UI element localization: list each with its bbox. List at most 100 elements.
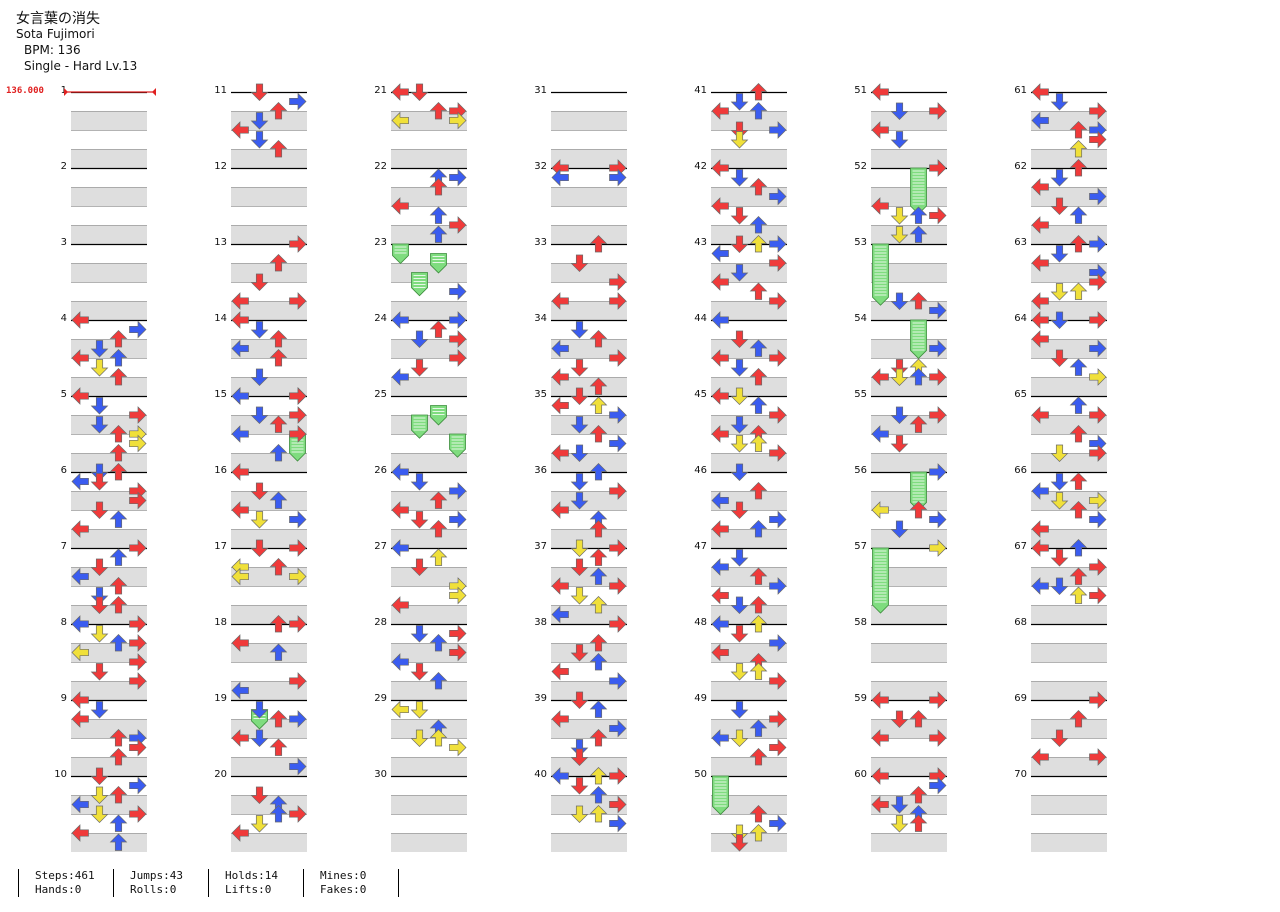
note-arrow-right [129,776,147,795]
note-arrow-left [711,558,729,576]
note-arrow-down [730,131,749,149]
measure-52: 52 [854,161,947,244]
note-arrow-down [250,273,269,291]
note-arrow-up [429,225,448,243]
note-arrow-up [589,463,608,481]
note-arrow-right [769,121,787,139]
note-arrow-up [269,444,288,462]
note-arrow-down [890,292,909,310]
measure-68: 68 [1014,617,1107,700]
measure-number: 62 [1014,161,1027,172]
hold-note [872,547,889,614]
note-arrow-down [730,121,749,139]
note-arrow-down [250,368,269,386]
note-arrow-left [1031,311,1049,329]
note-arrow-right [289,406,307,424]
note-arrow-up [269,805,288,823]
note-arrow-down [730,207,749,225]
note-arrow-up [1069,710,1088,728]
note-arrow-right [609,482,627,500]
note-arrow-right [129,653,147,671]
note-arrow-left [391,539,409,557]
note-arrow-down [250,815,269,833]
note-arrow-left [1031,178,1049,196]
note-arrow-down [250,701,269,719]
lifts-count: Lifts:0 [225,883,272,896]
note-arrow-right [449,111,467,130]
note-arrow-down [730,729,749,747]
hold-note [712,775,729,815]
measure-42: 42 [694,161,787,244]
note-arrow-down [90,625,109,643]
measure-64: 64 [1014,313,1107,396]
note-arrow-down [730,596,749,614]
note-arrow-left [871,425,889,443]
note-arrow-up [749,748,768,766]
note-arrow-up [749,805,768,823]
note-arrow-left [711,586,729,605]
note-arrow-left [71,643,89,662]
measure-7: 7 [61,541,147,624]
measure-11: 11 [214,85,307,168]
chart-difficulty: Single - Hard Lv.13 [24,59,138,73]
note-arrow-down [730,387,749,405]
measure-number: 29 [374,693,387,704]
note-arrow-up [749,178,768,196]
note-arrow-right [289,805,307,823]
note-arrow-up [749,396,768,414]
measure-30: 30 [374,769,467,852]
hold-note [910,167,927,215]
note-arrow-up [749,520,768,538]
note-arrow-down [1050,311,1069,329]
measure-number: 42 [694,161,707,172]
measure-number: 56 [854,465,867,476]
measure-number: 40 [534,769,547,780]
measure-number: 10 [54,769,67,780]
note-arrow-right [769,510,787,529]
note-arrow-up [269,349,288,367]
note-arrow-down [410,701,429,719]
note-arrow-down [730,834,749,852]
note-arrow-right [769,292,787,310]
note-arrow-left [231,681,249,700]
note-arrow-left [231,824,249,842]
note-arrow-up [429,634,448,652]
note-arrow-up [749,434,768,452]
measure-number: 68 [1014,617,1027,628]
measure-number: 27 [374,541,387,552]
note-arrow-down [410,729,429,747]
note-arrow-right [449,586,467,605]
note-arrow-right [769,235,787,253]
note-arrow-right [129,539,147,557]
note-arrow-right [929,463,947,481]
note-arrow-down [730,701,749,719]
steps-count: Steps:461 [35,869,95,882]
note-arrow-up [749,235,768,253]
note-arrow-right [289,425,307,443]
note-arrow-up [589,805,608,823]
note-arrow-right [769,444,787,462]
note-arrow-up [109,729,128,747]
note-arrow-up [109,463,128,481]
measure-number: 14 [214,313,227,324]
note-arrow-right [769,672,787,690]
measure-2: 2 [61,161,147,244]
note-arrow-right [449,510,467,529]
note-arrow-down [730,330,749,348]
measure-number: 49 [694,693,707,704]
measure-number: 33 [534,237,547,248]
note-arrow-right [129,672,147,690]
measure-number: 38 [534,617,547,628]
note-arrow-up [909,501,928,519]
note-arrow-down [890,815,909,833]
note-arrow-right [609,767,627,785]
note-arrow-right [769,577,787,595]
measure-61: 61 [1014,85,1107,168]
note-arrow-right [609,672,627,690]
note-arrow-right [129,320,147,339]
note-arrow-right [289,615,307,633]
note-arrow-up [109,833,128,851]
note-arrow-up [749,719,768,737]
note-arrow-up [909,710,928,728]
